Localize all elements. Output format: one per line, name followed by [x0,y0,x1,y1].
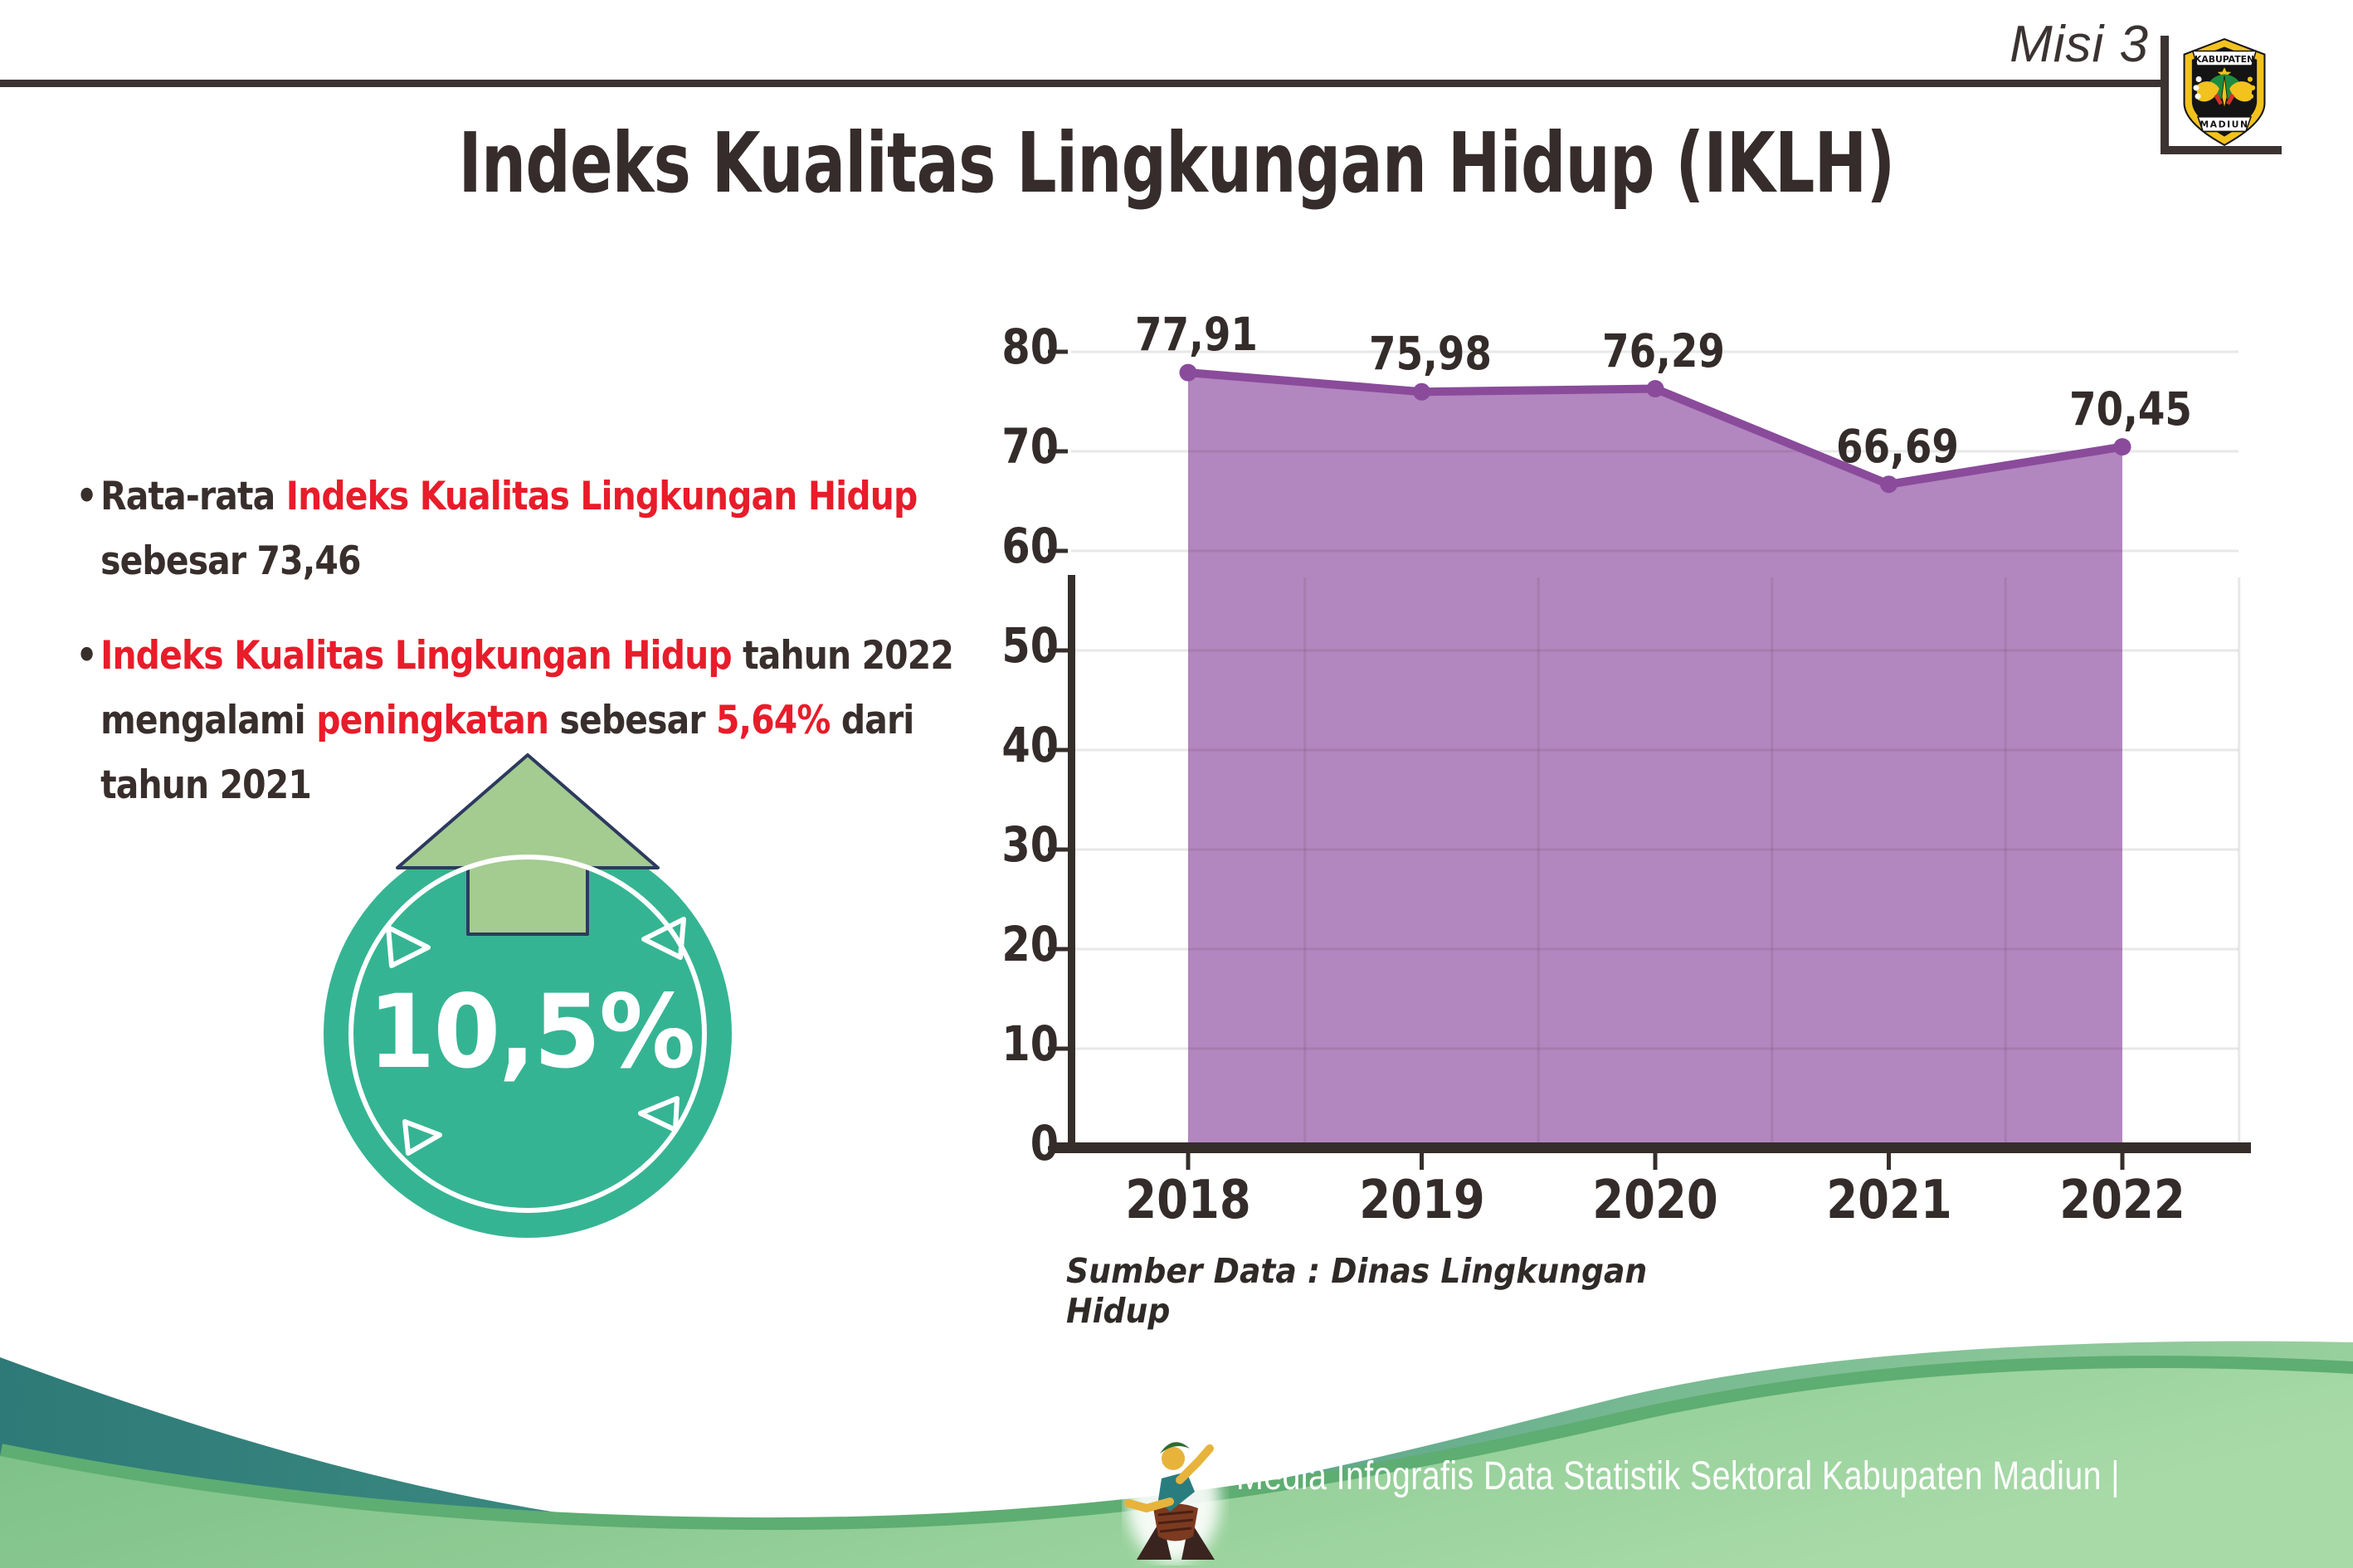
footer-credit: Media Infografis Data Statistik Sektoral… [1236,1454,2120,1498]
data-label: 75,98 [1368,327,1492,381]
data-point-marker [1413,382,1430,401]
bullet-line: • Indeks Kualitas Lingkungan Hidup tahun … [76,624,1003,689]
data-label: 76,29 [1602,324,1725,377]
x-axis-label: 2018 [1125,1170,1251,1231]
badge-value: 10,5% [368,973,695,1091]
logo-frame-vertical [2161,36,2169,154]
bullet-dot-icon: • [76,633,98,679]
logo-top-text: KABUPATEN [2195,54,2254,65]
area-fill [1188,373,2122,1142]
x-tick [1653,1153,1658,1170]
y-axis-label: 50 [1001,617,1059,674]
x-axis-label: 2020 [1592,1170,1718,1231]
logo-bottom-text: MADIUN [2200,119,2248,129]
data-point-marker [1646,380,1664,398]
bullet-text-segment: Rata-rata [100,474,286,519]
y-axis-label: 0 [1030,1115,1059,1171]
growth-badge: 10,5% [315,730,747,1278]
bullet-text-segment: tahun 2022 [731,633,954,679]
bullet-line: • Rata-rata Indeks Kualitas Lingkungan Hi… [76,465,1003,529]
bullet-text-segment: Indeks Kualitas Lingkungan Hidup [100,633,733,679]
y-tick [1048,747,1068,752]
bullet-line: mengalami peningkatan sebesar 5,64% dari [100,689,1003,753]
y-axis-label: 10 [1001,1015,1059,1072]
page-title: Indeks Kualitas Lingkungan Hidup (IKLH) [458,114,1896,212]
bullet-line: tahun 2021 [100,753,1003,818]
iklh-area-chart: 0 10 20 30 40 50 60 70 80 2018 2019 2020 2021 2022 77,… [954,274,2353,1331]
y-axis-label: 40 [1001,717,1059,773]
bullet-text-segment: dari [830,698,914,743]
triangle-accent-icon [638,1096,680,1132]
badge-inner-ring [348,855,707,1213]
badge-circle [324,830,732,1238]
y-tick [1048,548,1068,553]
data-point-marker [1179,363,1197,382]
y-axis-label: 60 [1001,518,1059,574]
mission-label: Misi 3 [2010,16,2149,73]
data-label: 70,45 [2069,382,2192,436]
triangle-accent-icon [386,925,431,968]
bullet-text-segment: mengalami [100,698,317,743]
y-tick [1048,1046,1068,1051]
y-axis-label: 30 [1001,816,1059,873]
x-tick [1887,1153,1891,1170]
data-point-marker [2113,438,2131,456]
bullet-text-segment: peningkatan [316,698,549,743]
x-axis-label: 2022 [2059,1170,2185,1231]
x-axis-label: 2021 [1825,1170,1952,1231]
y-tick [1048,449,1068,454]
growth-badge-graphic [324,753,732,1238]
bullet-text-segment: Indeks Kualitas Lingkungan Hidup [285,474,918,519]
y-axis-label: 20 [1001,916,1059,972]
bullet-item: • Indeks Kualitas Lingkungan Hidup tahun … [76,624,1003,818]
x-tick [1186,1153,1191,1170]
x-axis-label: 2019 [1358,1170,1485,1231]
bullet-text-segment: tahun 2021 [100,762,312,808]
dancer-mascot-icon [1124,1440,1220,1563]
y-tick [1048,648,1068,653]
arrow-up-icon [396,753,660,936]
footer-green-wave [0,1368,2353,1568]
y-tick [1048,1146,1068,1151]
kabupaten-madiun-seal-icon: KABUPATEN MADIUN [2183,37,2266,147]
data-point-marker [1880,475,1898,494]
y-axis-label: 80 [1001,319,1059,375]
chart-canvas [1048,349,2251,1170]
source-note: Sumber Data : Dinas Lingkungan Hidup [1066,1251,1648,1331]
bullet-text-segment: sebesar 73,46 [100,538,361,584]
x-tick [1420,1153,1424,1170]
y-tick [1048,349,1068,354]
x-tick [2120,1153,2125,1170]
logo-frame-horizontal [2161,146,2282,154]
y-tick [1048,847,1068,852]
bullet-text-segment: sebesar [548,698,716,743]
triangle-accent-icon [402,1119,442,1156]
y-axis-label: 70 [1001,418,1059,475]
y-axis [1068,575,1075,1153]
y-tick [1048,947,1068,952]
triangle-accent-icon [641,917,686,960]
bullet-item: • Rata-rata Indeks Kualitas Lingkungan Hi… [76,465,1003,594]
bullet-list: • Rata-rata Indeks Kualitas Lingkungan Hi… [76,465,1003,848]
data-label: 66,69 [1835,419,1959,473]
bullet-line: sebesar 73,46 [100,529,1003,594]
data-label: 77,91 [1135,308,1258,362]
bullet-text-segment: 5,64% [715,698,831,743]
bullet-dot-icon: • [76,474,98,519]
header-divider [0,80,2167,87]
x-axis [1052,1142,2251,1153]
